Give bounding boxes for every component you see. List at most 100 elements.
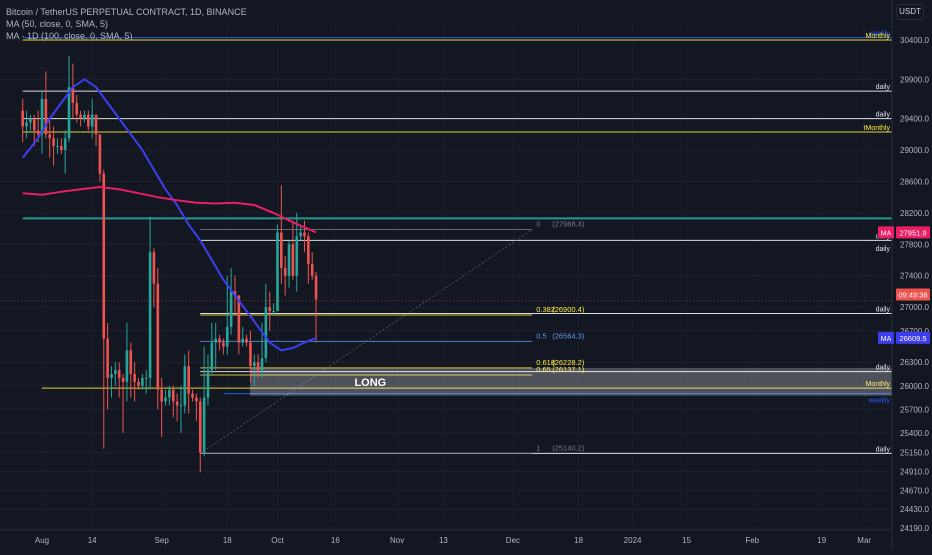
candle-body xyxy=(156,283,160,390)
y-tick-label: 27400.0 xyxy=(900,272,929,281)
candle-body xyxy=(75,102,79,115)
fib-level-price: (27988.4) xyxy=(552,220,585,229)
ma100-axis-tag-bg xyxy=(896,226,930,239)
candle-body xyxy=(314,275,318,300)
ma100-legend[interactable]: MA · 1D (100, close, 0, SMA, 5) xyxy=(6,31,133,41)
candle-body xyxy=(233,291,237,296)
candle-body xyxy=(129,350,133,374)
candle-body xyxy=(303,232,306,237)
candle-body xyxy=(148,252,152,378)
y-tick-label: 24910.0 xyxy=(900,467,929,476)
candle-body xyxy=(218,338,221,343)
candle-body xyxy=(195,397,198,402)
candle-body xyxy=(287,244,291,276)
candle-body xyxy=(241,338,245,343)
candle-body xyxy=(214,338,217,343)
level-label: daily xyxy=(876,365,891,372)
candle-body xyxy=(168,389,171,398)
candle-body xyxy=(249,342,252,367)
chart-legend: Bitcoin / TetherUS PERPETUAL CONTRACT, 1… xyxy=(6,6,247,42)
candle-body xyxy=(272,311,275,313)
candle-body xyxy=(264,307,268,359)
candle-body xyxy=(90,114,94,127)
fib-level-ratio: 0.382 xyxy=(536,305,555,314)
daily-tag-label: daily xyxy=(876,246,891,253)
long-zone-label: LONG xyxy=(354,377,386,389)
fib-level-ratio: 0.618 xyxy=(536,358,555,367)
ma100-line xyxy=(22,185,317,234)
ma100-axis-tag: 27951.9 xyxy=(899,228,926,237)
candle-body xyxy=(202,397,206,453)
level-label: daily xyxy=(876,84,891,91)
candle-body xyxy=(222,342,225,347)
x-tick-label: Nov xyxy=(390,536,404,545)
y-tick-label: 26000.0 xyxy=(900,382,929,391)
ma50-axis-name: MA xyxy=(881,336,892,343)
ma50-axis-tag: 26609.5 xyxy=(899,334,926,343)
countdown-tag-bg xyxy=(896,288,930,301)
candle-body xyxy=(133,373,136,382)
candle-body xyxy=(225,326,229,347)
candle-body xyxy=(183,366,187,406)
candle-body xyxy=(245,338,248,343)
candle-body xyxy=(310,263,314,276)
ma100-axis-name: MA xyxy=(881,230,892,237)
fib-level-price: (26137.1) xyxy=(552,365,585,374)
ma50-line xyxy=(21,78,317,352)
ma50-legend[interactable]: MA (50, close, 0, SMA, 5) xyxy=(6,19,109,29)
candle-body xyxy=(110,373,113,378)
candle-body xyxy=(152,252,156,284)
candle-body xyxy=(256,362,260,371)
candle-body xyxy=(44,98,48,135)
candle-body xyxy=(98,134,102,174)
candle-body xyxy=(25,122,28,127)
candle-body xyxy=(94,114,98,135)
y-tick-label: 24430.0 xyxy=(900,505,929,514)
candle-body xyxy=(299,232,302,237)
x-tick-label: Sep xyxy=(155,536,170,545)
level-label: daily xyxy=(876,306,891,313)
currency-button[interactable]: USDT xyxy=(896,4,924,20)
candle-body xyxy=(141,377,144,386)
candle-body xyxy=(79,114,82,119)
candle-body xyxy=(237,295,241,343)
candle-body xyxy=(191,393,194,398)
x-tick-label: 16 xyxy=(331,536,340,545)
y-tick-label: 24670.0 xyxy=(900,486,929,495)
candle-body xyxy=(56,146,59,148)
level-label: Monthly xyxy=(865,33,890,40)
candle-body xyxy=(187,366,190,394)
candle-body xyxy=(268,307,272,312)
candle-body xyxy=(295,236,299,276)
x-tick-label: Mar xyxy=(857,536,871,545)
x-tick-label: 15 xyxy=(682,536,691,545)
candle-body xyxy=(63,138,67,151)
y-tick-label: 26300.0 xyxy=(900,358,929,367)
x-tick-label: Feb xyxy=(745,536,759,545)
candle-body xyxy=(283,267,287,276)
symbol-title[interactable]: Bitcoin / TetherUS PERPETUAL CONTRACT, 1… xyxy=(6,7,247,17)
level-label: daily xyxy=(876,112,891,119)
candle-body xyxy=(179,405,183,407)
fib-level-price: (25140.2) xyxy=(552,443,585,452)
candle-body xyxy=(210,342,214,371)
fib-level-price: (26228.2) xyxy=(552,358,585,367)
level-label: tMonthly xyxy=(864,125,891,132)
y-tick-label: 29900.0 xyxy=(900,75,929,84)
y-tick-label: 25400.0 xyxy=(900,429,929,438)
candle-body xyxy=(229,291,233,327)
candle-body xyxy=(276,232,279,312)
x-tick-label: 14 xyxy=(88,536,97,545)
long-zone-box xyxy=(249,367,893,396)
fib-level-price: (26900.4) xyxy=(552,305,585,314)
ma50-axis-tag-bg xyxy=(896,331,930,344)
candle-body xyxy=(21,110,24,127)
candle-body xyxy=(117,370,121,378)
candle-body xyxy=(175,401,179,406)
fib-level-ratio: 0 xyxy=(536,220,540,229)
y-tick-label: 29400.0 xyxy=(900,115,929,124)
x-tick-label: 13 xyxy=(439,536,448,545)
candle-body xyxy=(253,362,256,367)
